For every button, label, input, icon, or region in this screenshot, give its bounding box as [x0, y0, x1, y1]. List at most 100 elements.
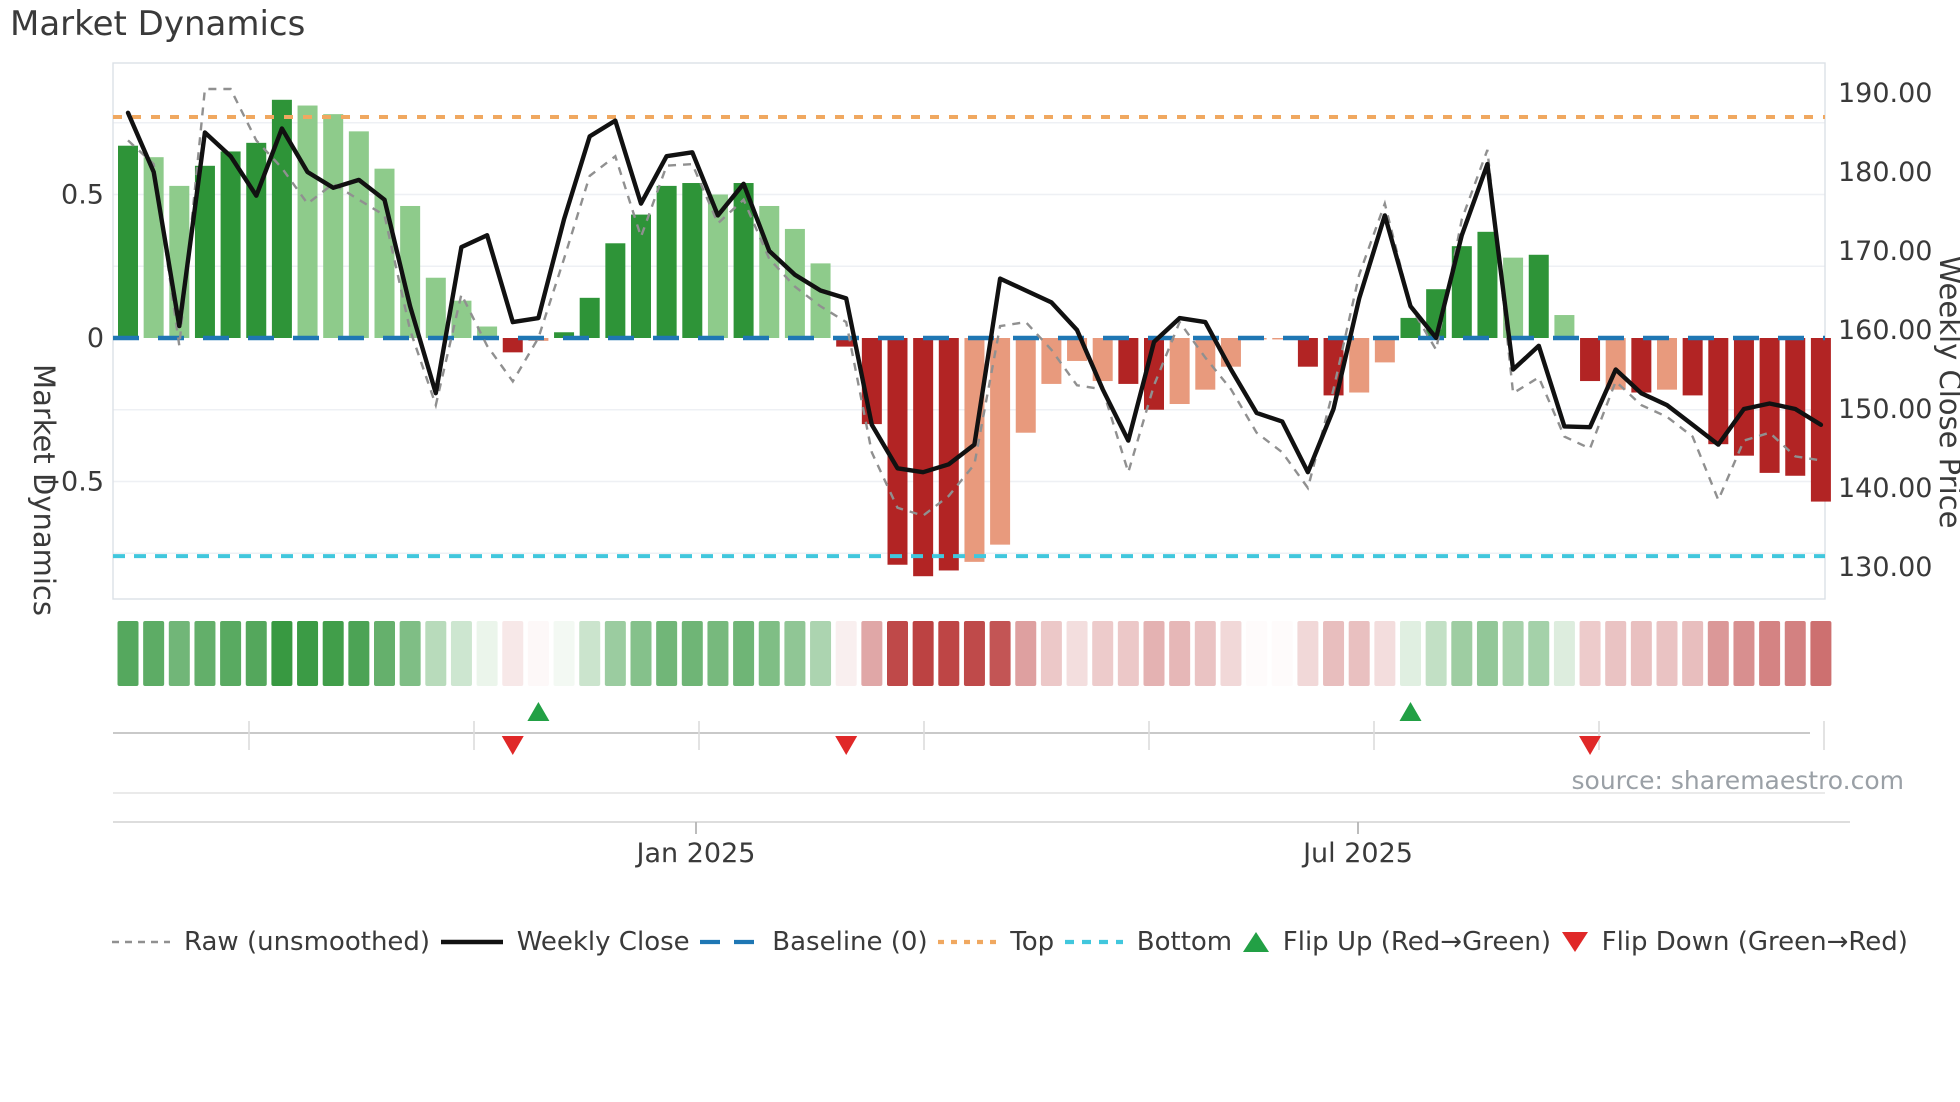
heatmap-cell [1733, 621, 1755, 686]
legend-label-top: Top [1010, 927, 1055, 957]
heatmap-cell [1553, 621, 1575, 686]
oscillator-bar [1554, 315, 1575, 338]
raw-line-swatch [112, 940, 170, 944]
oscillator-bar [631, 214, 651, 338]
legend-item-raw: Raw (unsmoothed) [112, 927, 430, 957]
legend-item-top: Top [938, 927, 1054, 957]
oscillator-bar [502, 338, 523, 353]
oscillator-bar [1297, 338, 1318, 367]
date-axis-label: Jan 2025 [635, 838, 756, 869]
legend-label-close: Weekly Close [516, 927, 690, 957]
right-axis-tick-label: 170.00 [1838, 236, 1932, 267]
baseline-swatch [700, 939, 759, 945]
heatmap-cell [1092, 621, 1114, 686]
right-axis-tick-label: 180.00 [1838, 157, 1932, 188]
heatmap-cell [1323, 621, 1345, 686]
heatmap-cell [220, 621, 242, 686]
oscillator-bar [348, 131, 369, 338]
top-line-swatch [938, 939, 997, 945]
oscillator-bar [784, 228, 805, 338]
heatmap-cell [1194, 621, 1216, 686]
heatmap-cell [117, 621, 139, 686]
oscillator-bar [554, 332, 575, 338]
heatmap-cell [245, 621, 267, 686]
heatmap-cell [1374, 621, 1396, 686]
heatmap-cell [887, 621, 908, 686]
heatmap-cell [1605, 621, 1627, 686]
oscillator-bar [605, 243, 626, 338]
heatmap-cell [630, 621, 652, 686]
heatmap-cell [912, 621, 934, 686]
heatmap-cell [758, 621, 780, 686]
right-axis-tick-label: 150.00 [1838, 394, 1932, 425]
oscillator-bar [323, 114, 344, 338]
heatmap-cell [1784, 621, 1806, 686]
flip-down-marker [835, 736, 858, 755]
heatmap-cell [425, 621, 447, 686]
right-axis-tick-label: 190.00 [1838, 78, 1932, 109]
heatmap-cell [861, 621, 883, 686]
heatmap-cell [553, 621, 575, 686]
heatmap-cell [1656, 621, 1678, 686]
legend-item-bottom: Bottom [1064, 927, 1232, 957]
heatmap-cell [527, 621, 549, 686]
oscillator-bar [425, 277, 446, 338]
heatmap-cell [348, 621, 370, 686]
legend-item-baseline: Baseline (0) [700, 927, 928, 957]
bottom-line-swatch [1064, 939, 1123, 945]
oscillator-bar [1272, 338, 1293, 340]
right-axis-tick-label: 160.00 [1838, 315, 1932, 346]
heatmap-cell [1425, 621, 1447, 686]
heatmap-cell [1348, 621, 1370, 686]
page-title: Market Dynamics [10, 4, 306, 44]
right-axis-tick-label: 140.00 [1838, 473, 1932, 504]
oscillator-bar [913, 338, 934, 577]
heatmap-cell [681, 621, 703, 686]
heatmap-cell [450, 621, 472, 686]
heatmap-cell [1451, 621, 1473, 686]
oscillator-bar [194, 165, 215, 338]
heatmap-cell [1476, 621, 1498, 686]
heatmap-cell [1220, 621, 1242, 686]
oscillator-bar [1374, 338, 1395, 363]
oscillator-bar [1195, 338, 1216, 390]
source-credit: source: sharemaestro.com [1571, 766, 1905, 795]
heatmap-cell [1759, 621, 1781, 686]
heatmap-cell [297, 621, 319, 686]
left-axis-title: Market Dynamics [27, 364, 61, 616]
oscillator-bar [1708, 338, 1729, 445]
oscillator-bar [1631, 338, 1652, 393]
oscillator-bar [759, 205, 780, 338]
oscillator-bar [1400, 317, 1421, 338]
oscillator-bar [1169, 338, 1190, 405]
legend-item-close: Weekly Close [440, 927, 690, 957]
heatmap-cell [733, 621, 755, 686]
oscillator-bar [682, 183, 703, 338]
left-axis-tick-label: −0.5 [38, 467, 104, 498]
heatmap-cell [1810, 621, 1832, 686]
oscillator-bar [451, 300, 472, 338]
oscillator-bar [1682, 338, 1703, 396]
legend-label-flip-up: Flip Up (Red→Green) [1282, 927, 1551, 957]
heatmap-cell [322, 621, 344, 686]
date-axis-label: Jul 2025 [1301, 838, 1413, 869]
heatmap-cell [784, 621, 806, 686]
oscillator-bar [964, 338, 985, 562]
heatmap-cell [1246, 621, 1268, 686]
left-axis-tick-label: 0.5 [61, 180, 104, 211]
heatmap-cell [1502, 621, 1524, 686]
flip-up-icon [1242, 932, 1269, 952]
heatmap-cell [1400, 621, 1421, 686]
oscillator-bar [1477, 231, 1498, 338]
heatmap-cell [1143, 621, 1165, 686]
oscillator-bar [1015, 338, 1036, 433]
oscillator-bar [477, 326, 498, 338]
plot-border [112, 62, 1826, 600]
right-axis-title: Weekly Close Price [1933, 256, 1960, 529]
oscillator-bar [1092, 338, 1113, 382]
heatmap-cell [1040, 621, 1062, 686]
oscillator-bar [118, 145, 138, 338]
oscillator-bar [1041, 338, 1062, 384]
